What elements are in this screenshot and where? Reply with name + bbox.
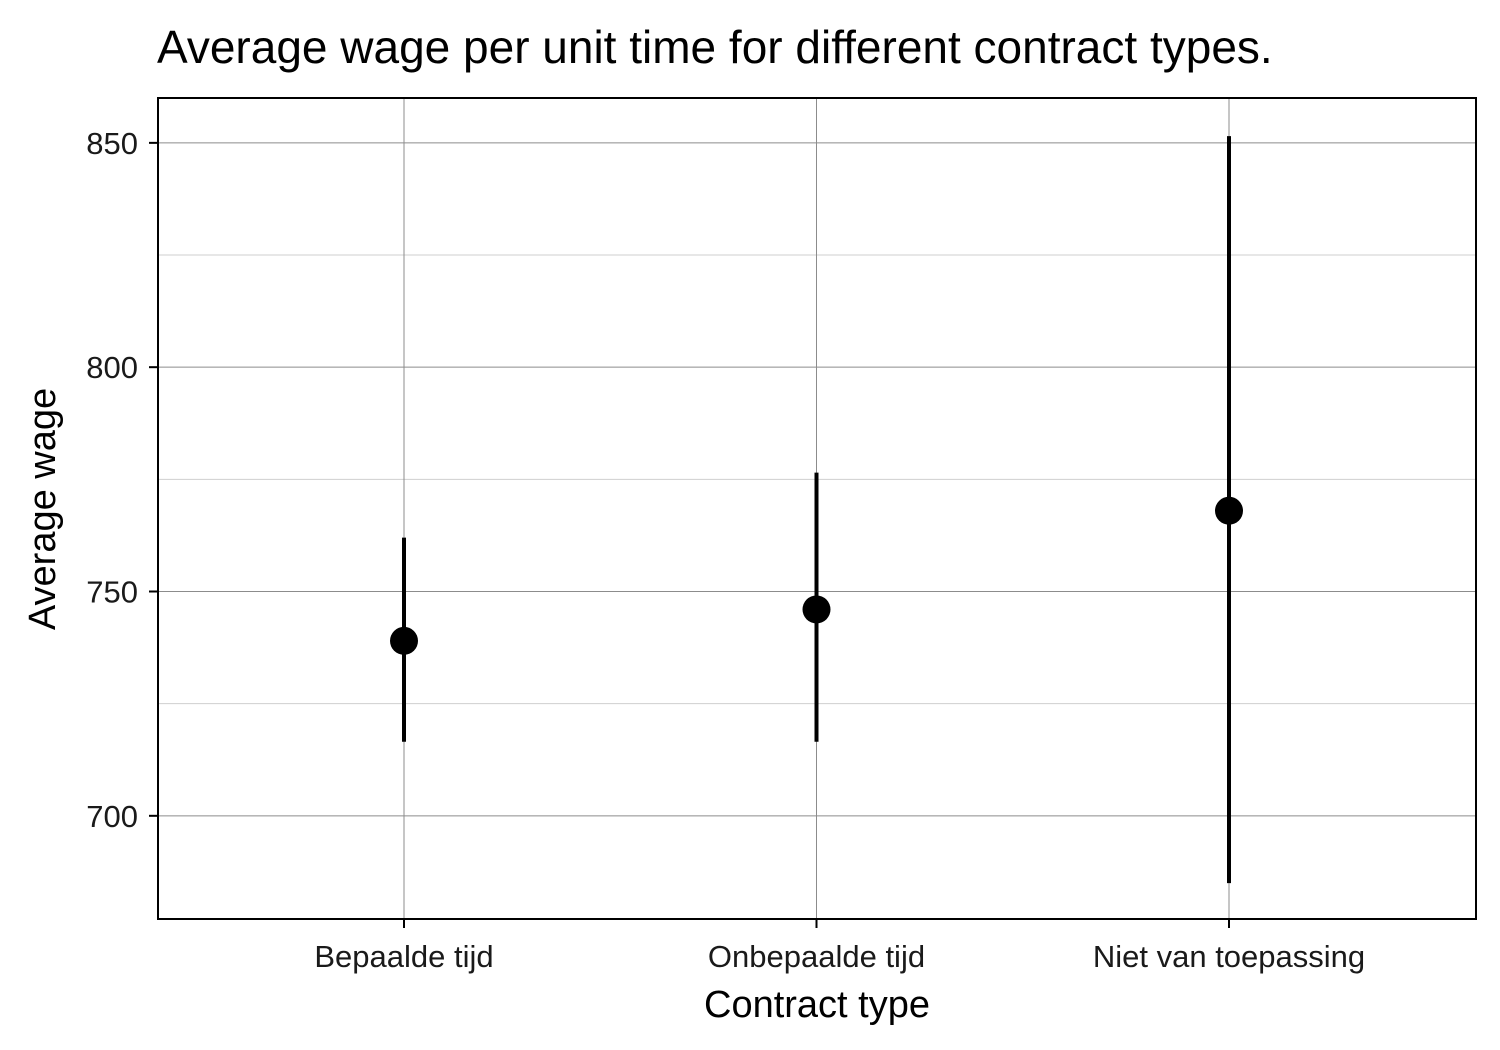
data-point — [390, 626, 418, 655]
y-axis-title: Average wage — [22, 388, 64, 630]
y-tick-label: 700 — [86, 799, 138, 834]
x-tick-label: Niet van toepassing — [1093, 939, 1365, 974]
axes: 700 750 800 850 Bepaalde tijd Onbepaalde tijd… — [86, 126, 1365, 974]
y-tick-label: 800 — [86, 350, 138, 385]
x-axis-title: Contract type — [704, 984, 930, 1026]
x-tick-label: Onbepaalde tijd — [708, 939, 925, 974]
data-marks — [390, 136, 1243, 884]
data-point — [1215, 496, 1243, 525]
x-tick-label: Bepaalde tijd — [314, 939, 493, 974]
data-point — [802, 595, 831, 624]
y-tick-label: 850 — [86, 126, 138, 161]
y-tick-label: 750 — [86, 574, 138, 609]
chart-title: Average wage per unit time for different… — [157, 21, 1273, 73]
